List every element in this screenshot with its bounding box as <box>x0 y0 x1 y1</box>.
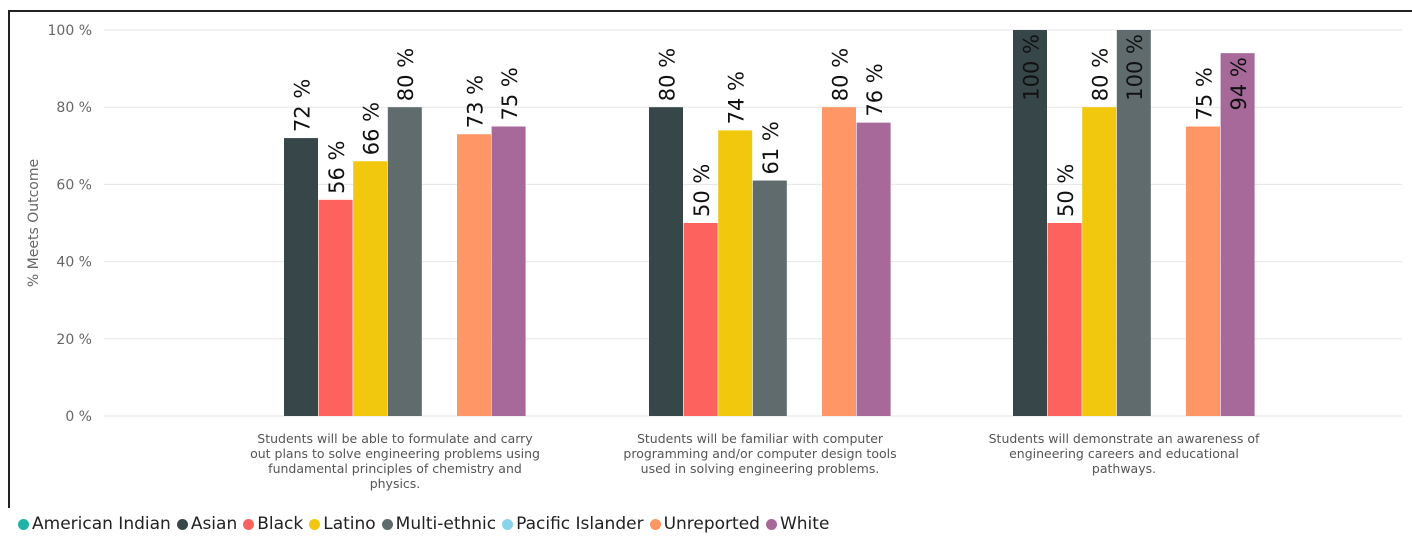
data-label: 61 % <box>759 121 783 174</box>
x-tick-label: physics. <box>370 476 421 491</box>
y-tick-label: 0 % <box>65 409 92 425</box>
legend: American Indian Asian Black Latino Multi-eth… <box>18 512 835 536</box>
bar <box>856 122 891 416</box>
data-label: 80 % <box>655 48 679 101</box>
legend-item[interactable]: Asian <box>176 514 238 534</box>
legend-label: White <box>779 514 830 534</box>
y-tick-label: 100 % <box>48 23 92 39</box>
data-label: 50 % <box>1054 164 1078 217</box>
bar <box>649 107 683 416</box>
y-axis-title: % Meets Outcome <box>26 159 42 287</box>
bar <box>353 161 388 416</box>
chart-frame <box>8 10 1412 508</box>
data-label: 73 % <box>463 75 487 128</box>
bar <box>1047 223 1082 416</box>
legend-item[interactable]: Unreported <box>649 514 760 534</box>
x-tick-label: engineering careers and educational <box>1009 446 1239 461</box>
legend-label: American Indian <box>32 514 171 534</box>
data-label: 94 % <box>1227 57 1251 110</box>
data-label: 75 % <box>1192 67 1216 120</box>
data-label: 75 % <box>498 67 522 120</box>
x-tick-label: fundamental principles of chemistry and <box>268 461 522 476</box>
bar <box>318 199 353 416</box>
legend-marker-icon <box>18 518 29 530</box>
data-label: 100 % <box>1123 34 1147 101</box>
legend-label: Pacific Islander <box>516 514 644 534</box>
legend-item[interactable]: Black <box>243 514 303 534</box>
x-tick-label: programming and/or computer design tools <box>623 446 896 461</box>
legend-label: Unreported <box>663 514 760 534</box>
y-tick-label: 20 % <box>56 332 92 348</box>
legend-marker-icon <box>176 518 188 530</box>
x-tick-label: pathways. <box>1092 461 1156 476</box>
legend-marker-icon <box>381 518 393 530</box>
legend-item[interactable]: White <box>765 514 830 534</box>
legend-item[interactable]: American Indian <box>18 514 171 534</box>
bar <box>752 180 787 416</box>
y-tick-label: 80 % <box>56 100 92 116</box>
bar <box>1082 107 1117 416</box>
bar <box>718 130 753 417</box>
data-label: 72 % <box>290 79 314 132</box>
x-tick-label: Students will be able to formulate and c… <box>257 431 533 446</box>
legend-marker-icon <box>243 518 255 530</box>
data-label: 56 % <box>325 140 349 193</box>
legend-marker-icon <box>765 518 777 530</box>
data-label: 50 % <box>690 164 714 217</box>
legend-item[interactable]: Latino <box>309 514 376 534</box>
bar <box>1220 53 1255 416</box>
legend-label: Multi-ethnic <box>395 514 497 534</box>
y-tick-label: 40 % <box>56 255 92 271</box>
data-label: 80 % <box>1089 48 1113 101</box>
legend-label: Black <box>257 514 304 534</box>
data-label: 74 % <box>725 71 749 124</box>
legend-marker-icon <box>649 518 661 530</box>
x-tick-label: used in solving engineering problems. <box>641 461 880 476</box>
bar <box>387 107 422 416</box>
bar <box>1186 126 1220 416</box>
bar <box>284 138 318 416</box>
legend-item[interactable]: Multi-ethnic <box>381 514 497 534</box>
data-label: 76 % <box>863 63 887 116</box>
data-label: 100 % <box>1019 34 1043 101</box>
bar <box>1013 30 1047 416</box>
y-tick-label: 60 % <box>56 177 92 193</box>
data-label: 66 % <box>360 102 384 155</box>
bar <box>491 126 526 416</box>
legend-marker-icon <box>502 518 514 530</box>
x-tick-label: out plans to solve engineering problems … <box>250 446 540 461</box>
bar <box>822 107 856 416</box>
data-label: 80 % <box>828 48 852 101</box>
legend-label: Asian <box>190 514 238 534</box>
legend-marker-icon <box>309 518 321 530</box>
bar-chart: 0 % 20 % 40 % 60 % 80 % 100 % % Meets Outcome 7… <box>26 23 1402 491</box>
legend-label: Latino <box>323 514 376 534</box>
bar <box>1116 30 1151 416</box>
bar <box>683 223 718 416</box>
data-label: 80 % <box>394 48 418 101</box>
bar <box>457 134 491 416</box>
x-tick-label: Students will demonstrate an awareness o… <box>989 431 1260 446</box>
legend-item[interactable]: Pacific Islander <box>502 514 644 534</box>
x-tick-label: Students will be familiar with computer <box>637 431 884 446</box>
